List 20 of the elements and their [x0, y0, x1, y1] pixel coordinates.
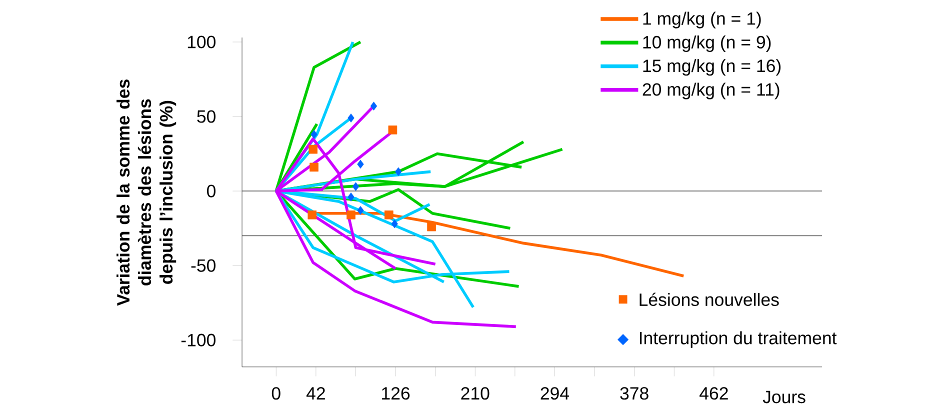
legend-label: 10 mg/kg (n = 9) — [643, 35, 771, 52]
x-tick-label: 210 — [461, 387, 490, 400]
y-tick-label: -100 — [181, 334, 216, 346]
y-tick-label: 50 — [197, 110, 216, 123]
legend-label: 1 mg/kg (n = 1) — [643, 12, 761, 28]
x-tick-label: 0 — [272, 387, 280, 400]
x-tick-label: 462 — [700, 387, 728, 400]
x-tick-label: 378 — [620, 387, 648, 400]
x-axis-title: Jours — [762, 390, 806, 404]
y-tick-label: 100 — [188, 36, 216, 48]
x-tick-label: 42 — [306, 387, 325, 400]
y-tick-label: -50 — [191, 259, 216, 272]
legend-label: 15 mg/kg (n = 16) — [643, 59, 781, 76]
legend-label: Lésions nouvelles — [640, 292, 779, 306]
x-tick-label: 294 — [540, 387, 570, 400]
legend-label: 20 mg/kg (n = 11) — [642, 82, 780, 100]
legend-label: Interruption du traitement — [640, 331, 837, 348]
y-tick-label: 0 — [207, 184, 216, 198]
x-tick-label: 126 — [382, 387, 410, 400]
y-axis-title: Variation de la somme des diamètres des lésions depuis l’inclusion (%) — [116, 80, 176, 306]
